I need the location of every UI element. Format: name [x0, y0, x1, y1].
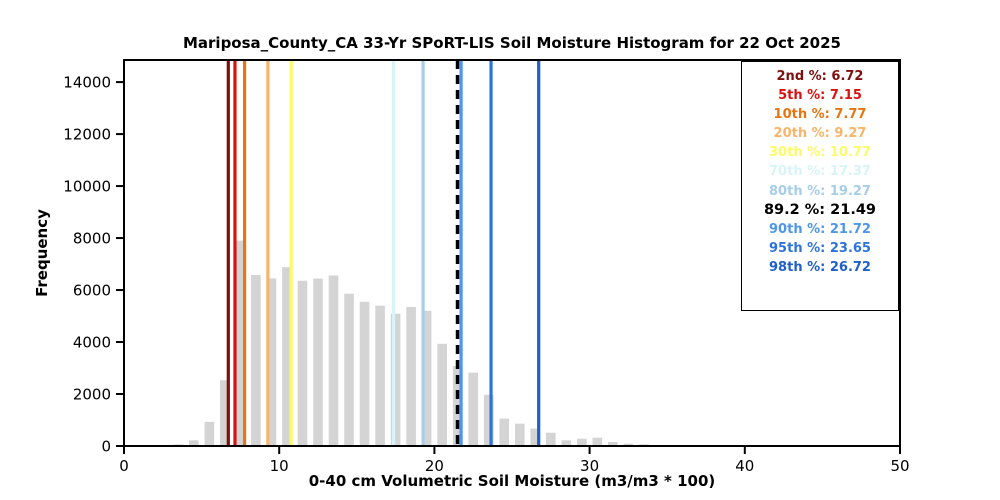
x-tick-label: 40: [735, 457, 754, 475]
y-tick-label: 2000: [73, 386, 111, 404]
x-tick-label: 50: [890, 457, 909, 475]
histogram-bar: [561, 440, 572, 446]
histogram-bar: [328, 275, 339, 446]
histogram-bar: [530, 428, 541, 446]
histogram-bar: [483, 394, 494, 446]
histogram-bar: [204, 421, 215, 446]
legend-entry: 30th %: 10.77: [769, 145, 871, 161]
y-tick-label: 4000: [73, 334, 111, 352]
histogram-bar: [514, 423, 525, 446]
histogram-bar: [577, 438, 587, 446]
histogram-bar: [545, 432, 556, 446]
legend-entry: 10th %: 7.77: [773, 107, 867, 123]
x-axis-label: 0-40 cm Volumetric Soil Moisture (m3/m3 …: [308, 472, 716, 490]
legend-entry: 95th %: 23.65: [769, 240, 871, 256]
histogram-bar: [313, 278, 323, 446]
histogram-bar: [468, 372, 479, 446]
histogram-bar: [623, 443, 634, 446]
plot-frame: [123, 59, 901, 447]
y-tick-label: 14000: [63, 74, 111, 92]
histogram-bar: [297, 280, 308, 446]
histogram-bar: [189, 440, 199, 446]
histogram-bar: [282, 267, 292, 446]
legend-entry: 80th %: 19.27: [769, 183, 871, 199]
histogram-bar: [437, 343, 447, 446]
histogram-bar: [251, 274, 261, 446]
y-axis-label: Frequency: [33, 209, 51, 297]
legend-entry: 20th %: 9.27: [773, 126, 867, 142]
histogram-bar: [608, 441, 618, 446]
legend-entry: 98th %: 26.72: [769, 259, 871, 275]
y-tick-label: 10000: [63, 178, 111, 196]
histogram-bar: [220, 380, 230, 446]
legend-entry: 2nd %: 6.72: [776, 69, 864, 84]
x-tick-label: 10: [270, 457, 289, 475]
legend-entry: 5th %: 7.15: [778, 88, 862, 104]
histogram-bar: [499, 418, 510, 446]
legend-entry: 89.2 %: 21.49: [763, 201, 877, 218]
y-tick-label: 6000: [73, 282, 111, 300]
x-tick-label: 30: [580, 457, 599, 475]
histogram-bar: [359, 301, 370, 446]
histogram-bar: [421, 310, 432, 446]
y-tick-label: 8000: [73, 230, 111, 248]
percentile-legend-box: 2nd %: 6.72 5th %: 7.15 10th %: 7.77 20th %…: [741, 61, 899, 311]
histogram-bar: [344, 293, 354, 446]
histogram-bar: [266, 278, 277, 446]
y-tick-label: 12000: [63, 126, 111, 144]
histogram-bar: [592, 437, 603, 446]
histogram-bar: [375, 305, 385, 446]
legend-entry: 70th %: 17.37: [769, 164, 871, 180]
legend-entry: 90th %: 21.72: [769, 221, 871, 237]
histogram-bar: [235, 240, 246, 446]
x-tick-label: 20: [425, 457, 444, 475]
chart-title: Mariposa_County_CA 33-Yr SPoRT-LIS Soil …: [182, 34, 841, 52]
histogram-bar: [406, 306, 416, 446]
histogram-bar: [390, 313, 401, 446]
x-tick-label: 0: [119, 457, 129, 475]
y-tick-label: 0: [101, 438, 111, 456]
